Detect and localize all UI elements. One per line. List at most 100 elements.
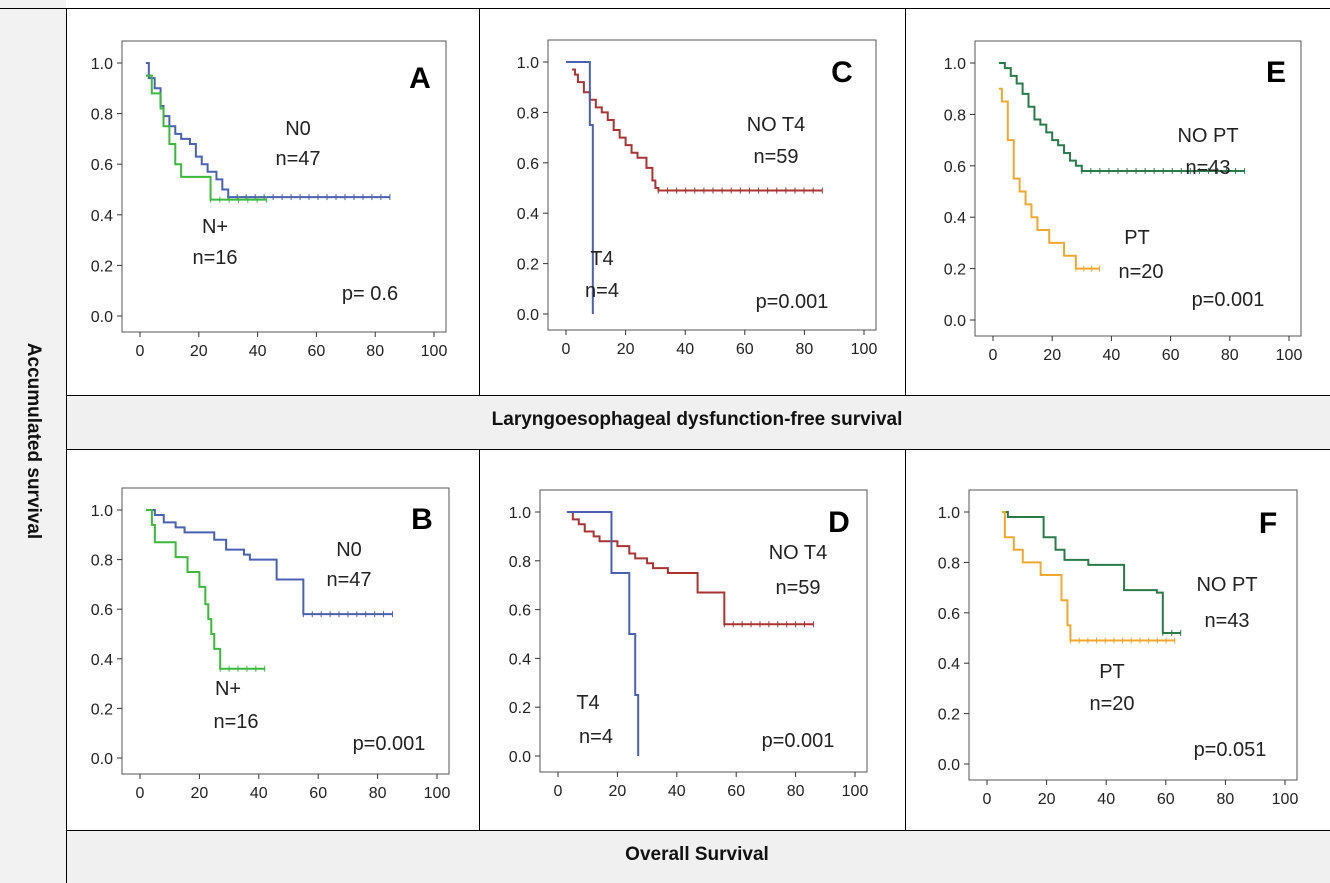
- series-name-label: N0: [285, 118, 311, 140]
- y-tick-label: 0.2: [938, 707, 960, 724]
- series-line-n-: [145, 509, 265, 670]
- y-tick-label: 0.6: [938, 606, 960, 623]
- x-tick-label: 80: [366, 343, 384, 360]
- series-line-n0: [145, 62, 390, 199]
- x-tick-label: 0: [562, 341, 571, 358]
- panel-c: 0.0 0.2 0.4 0.6 0.8 1.0 0 20 40 60 80 100 NO T4 n=59 T…: [517, 39, 878, 358]
- y-tick-label: 0.0: [91, 309, 113, 326]
- y-tick-label: 1.0: [517, 55, 539, 72]
- series-line-no-pt: [1001, 511, 1181, 634]
- x-tick-label: 0: [554, 783, 563, 800]
- series-line-no-t4: [566, 511, 814, 626]
- panel-letter: E: [1266, 56, 1286, 89]
- y-tick-label: 1.0: [938, 505, 960, 522]
- divider-v-3: [479, 449, 480, 830]
- p-value: p=0.001: [1192, 289, 1265, 311]
- series-n-label: n=59: [775, 577, 820, 599]
- x-tick-label: 40: [1103, 347, 1121, 364]
- plot-frame: [968, 489, 1298, 781]
- y-tick-label: 0.4: [938, 656, 960, 673]
- divider-v-1: [479, 8, 480, 395]
- y-tick-label: 0.6: [509, 603, 531, 620]
- x-tick-label: 40: [249, 343, 267, 360]
- y-tick-label: 0.2: [509, 700, 531, 717]
- x-tick-label: 60: [1162, 347, 1180, 364]
- y-tick-label: 0.2: [517, 257, 539, 274]
- series-name-label: PT: [1099, 661, 1125, 683]
- series-line-pt: [1001, 511, 1175, 642]
- y-tick-label: 0.2: [944, 262, 966, 279]
- series-n-label: n=59: [753, 146, 798, 168]
- y-tick-label: 0.8: [91, 107, 113, 124]
- y-tick-label: 0.0: [509, 749, 531, 766]
- x-tick-label: 60: [736, 341, 754, 358]
- panel-letter: C: [831, 56, 853, 89]
- y-tick-label: 0.4: [509, 651, 531, 668]
- x-tick-label: 40: [1097, 791, 1115, 808]
- series-line-no-pt: [998, 62, 1245, 172]
- y-tick-label: 0.8: [91, 553, 113, 570]
- divider-v-2: [905, 8, 906, 395]
- x-tick-label: 20: [1043, 347, 1061, 364]
- panel-letter: B: [411, 503, 433, 536]
- x-tick-label: 100: [851, 341, 878, 358]
- series-n-label: n=20: [1089, 693, 1134, 715]
- plot-frame: [547, 39, 877, 331]
- panel-letter: F: [1259, 507, 1277, 540]
- panel-a: 0.0 0.2 0.4 0.6 0.8 1.0 0 20 40 60 80 100 N0 n=47 N+ n=…: [91, 40, 448, 360]
- x-tick-label: 100: [421, 343, 448, 360]
- y-tick-label: 0.0: [91, 751, 113, 768]
- series-n-label: n=4: [585, 280, 619, 302]
- x-tick-label: 40: [676, 341, 694, 358]
- series-line-pt: [998, 87, 1100, 270]
- panel-d: 0.0 0.2 0.4 0.6 0.8 1.0 0 20 40 60 80 100 NO T4 n=59 T…: [509, 489, 868, 800]
- x-tick-label: 100: [424, 785, 451, 802]
- divider-v-4: [905, 449, 906, 830]
- series-name-label: NO PT: [1177, 125, 1238, 147]
- series-line-n-: [145, 74, 267, 201]
- y-tick-label: 0.8: [944, 107, 966, 124]
- series-n-label: n=43: [1185, 157, 1230, 179]
- plot-frame: [121, 40, 447, 333]
- divider-h-1: [66, 395, 1330, 396]
- series-name-label: N0: [336, 539, 362, 561]
- divider-h-3: [66, 830, 1330, 831]
- y-tick-label: 0.2: [91, 701, 113, 718]
- x-tick-label: 20: [190, 343, 208, 360]
- y-tick-label: 0.6: [517, 156, 539, 173]
- series-line-t4: [566, 61, 594, 314]
- y-tick-label: 0.0: [517, 307, 539, 324]
- series-line-no-t4: [571, 68, 823, 192]
- x-tick-label: 80: [796, 341, 814, 358]
- x-tick-label: 0: [983, 791, 992, 808]
- x-tick-label: 0: [989, 347, 998, 364]
- y-tick-label: 0.8: [509, 554, 531, 571]
- row-title-1: Laryngoesophageal dysfunction-free survi…: [491, 409, 903, 430]
- y-tick-label: 0.4: [517, 206, 539, 223]
- x-tick-label: 80: [1221, 347, 1239, 364]
- x-tick-label: 60: [309, 785, 327, 802]
- y-tick-label: 1.0: [91, 503, 113, 520]
- divider-h-2: [66, 449, 1330, 450]
- y-axis-title-column: [0, 0, 66, 883]
- top-border: [0, 8, 1330, 9]
- panel-letter: A: [409, 62, 431, 95]
- row-title-band-2: [66, 830, 1330, 883]
- y-tick-label: 0.4: [944, 210, 966, 227]
- p-value: p=0.001: [353, 733, 426, 755]
- y-tick-label: 0.8: [517, 105, 539, 122]
- p-value: p=0.001: [762, 730, 835, 752]
- y-tick-label: 0.6: [91, 157, 113, 174]
- p-value: p=0.051: [1194, 739, 1267, 761]
- y-tick-label: 0.4: [91, 208, 113, 225]
- x-tick-label: 20: [191, 785, 209, 802]
- series-n-label: n=4: [579, 726, 613, 748]
- y-tick-label: 1.0: [944, 56, 966, 73]
- x-tick-label: 100: [1272, 791, 1299, 808]
- series-line-n0: [148, 509, 393, 616]
- divider-v-left: [66, 8, 67, 883]
- series-name-label: T4: [590, 248, 613, 270]
- series-n-label: n=47: [326, 569, 371, 591]
- row-title-band-1: [66, 395, 1330, 449]
